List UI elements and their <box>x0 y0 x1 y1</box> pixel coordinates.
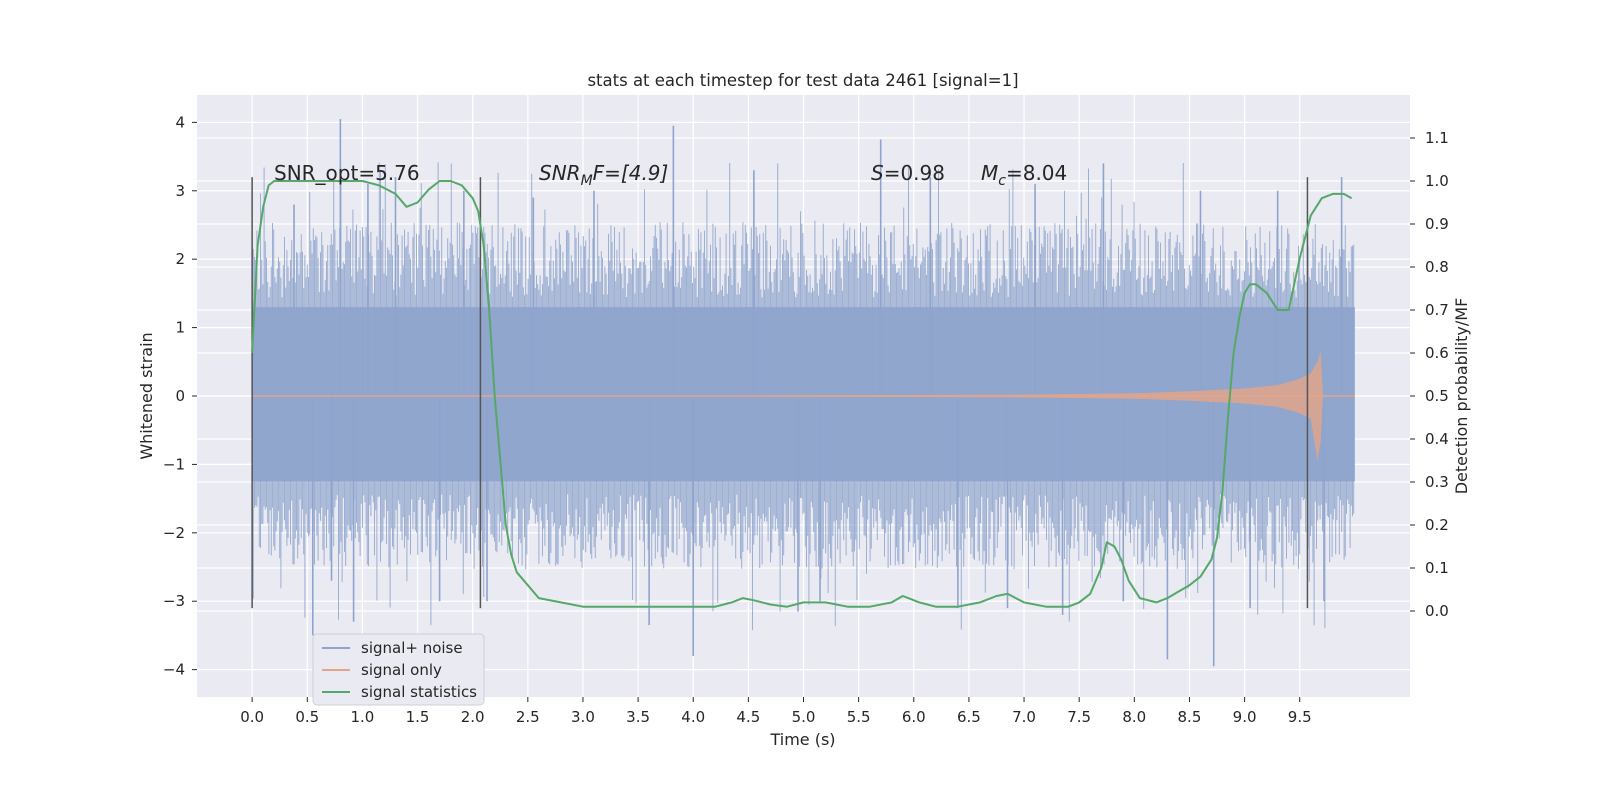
x-tick-label: 0.5 <box>295 708 319 726</box>
legend-label-signal-noise: signal+ noise <box>361 639 463 657</box>
y-left-tick-label: 3 <box>175 182 185 200</box>
annotation-mc-symbol: M <box>981 161 998 185</box>
y-left-tick-label: −1 <box>163 455 185 473</box>
x-tick-label: 0.0 <box>240 708 264 726</box>
annotation-mc-value: =8.04 <box>1006 161 1067 185</box>
y-right-tick-label: 0.3 <box>1425 473 1449 491</box>
x-tick-label: 3.5 <box>626 708 650 726</box>
annotation-snr-mf-tail: F=[4.9] <box>593 161 669 185</box>
y-axis-left-label: Whitened strain <box>137 332 156 459</box>
y-right-tick-label: 0.9 <box>1425 215 1449 233</box>
annotation-snr-mf-sub: M <box>581 173 593 189</box>
y-right-tick-label: 0.4 <box>1425 430 1449 448</box>
x-axis-label: Time (s) <box>769 730 835 749</box>
legend: signal+ noise signal only signal statist… <box>312 633 485 706</box>
annotation-s: S=0.98 <box>871 161 945 185</box>
annotation-snr-mf-main: SNR <box>539 161 581 185</box>
legend-label-signal-statistics: signal statistics <box>361 683 477 701</box>
y-left-tick-label: −4 <box>163 661 185 679</box>
x-tick-label: 7.5 <box>1067 708 1091 726</box>
x-tick-label: 7.0 <box>1012 708 1036 726</box>
x-tick-label: 8.5 <box>1178 708 1202 726</box>
y-left-tick-label: 2 <box>175 250 185 268</box>
x-tick-label: 9.0 <box>1233 708 1257 726</box>
x-tick-label: 9.5 <box>1288 708 1312 726</box>
y-left-tick-label: −3 <box>163 592 185 610</box>
y-axis-right-label: Detection probability/MF <box>1452 298 1471 495</box>
signal-statistics-line <box>251 180 1353 608</box>
x-tick-label: 4.5 <box>736 708 760 726</box>
y-axis-left-ticks: 4 3 2 1 0 −1 −2 −3 −4 <box>163 113 197 679</box>
x-tick-label: 6.0 <box>902 708 926 726</box>
x-tick-label: 5.0 <box>792 708 816 726</box>
x-tick-label: 2.0 <box>461 708 485 726</box>
x-tick-label: 5.5 <box>847 708 871 726</box>
annotation-snr-mf: SNRMF=[4.9] <box>539 161 668 189</box>
annotation-mc: Mc=8.04 <box>981 161 1067 189</box>
y-right-tick-label: 0.5 <box>1425 387 1449 405</box>
y-left-tick-label: −2 <box>163 524 185 542</box>
x-tick-label: 1.0 <box>350 708 374 726</box>
y-right-tick-label: 0.1 <box>1425 559 1449 577</box>
series-signal-statistics <box>251 180 1353 608</box>
x-tick-label: 8.0 <box>1122 708 1146 726</box>
y-left-tick-label: 4 <box>175 113 185 131</box>
y-right-tick-label: 1.0 <box>1425 172 1449 190</box>
y-right-tick-label: 1.1 <box>1425 129 1449 147</box>
chart-title: stats at each timestep for test data 246… <box>587 71 1018 90</box>
y-right-tick-label: 0.6 <box>1425 344 1449 362</box>
annotation-snr-opt: SNR_opt=5.76 <box>274 161 420 185</box>
y-right-tick-label: 0.7 <box>1425 301 1449 319</box>
y-right-tick-label: 0.8 <box>1425 258 1449 276</box>
x-tick-label: 6.5 <box>957 708 981 726</box>
y-right-tick-label: 0.0 <box>1425 602 1449 620</box>
x-tick-label: 1.5 <box>406 708 430 726</box>
x-tick-label: 3.0 <box>571 708 595 726</box>
legend-box <box>312 633 485 706</box>
series-signal-only <box>252 351 1355 461</box>
annotation-s-value: =0.98 <box>884 161 945 185</box>
y-axis-right-ticks: 1.1 1.0 0.9 0.8 0.7 0.6 0.5 0.4 0.3 0.2 0.1 0.0 <box>1410 129 1449 620</box>
y-left-tick-label: 0 <box>175 387 185 405</box>
legend-label-signal-only: signal only <box>361 661 442 679</box>
x-axis-ticks: 0.0 0.5 1.0 1.5 2.0 2.5 3.0 3.5 4.0 4.5 5.0 5.5 6.0 6… <box>240 697 1312 726</box>
annotation-mc-sub: c <box>998 173 1006 189</box>
x-tick-label: 2.5 <box>516 708 540 726</box>
x-tick-label: 4.0 <box>681 708 705 726</box>
y-right-tick-label: 0.2 <box>1425 516 1449 534</box>
annotation-s-symbol: S <box>871 161 884 185</box>
y-left-tick-label: 1 <box>175 319 185 337</box>
vertical-markers <box>251 177 1309 609</box>
